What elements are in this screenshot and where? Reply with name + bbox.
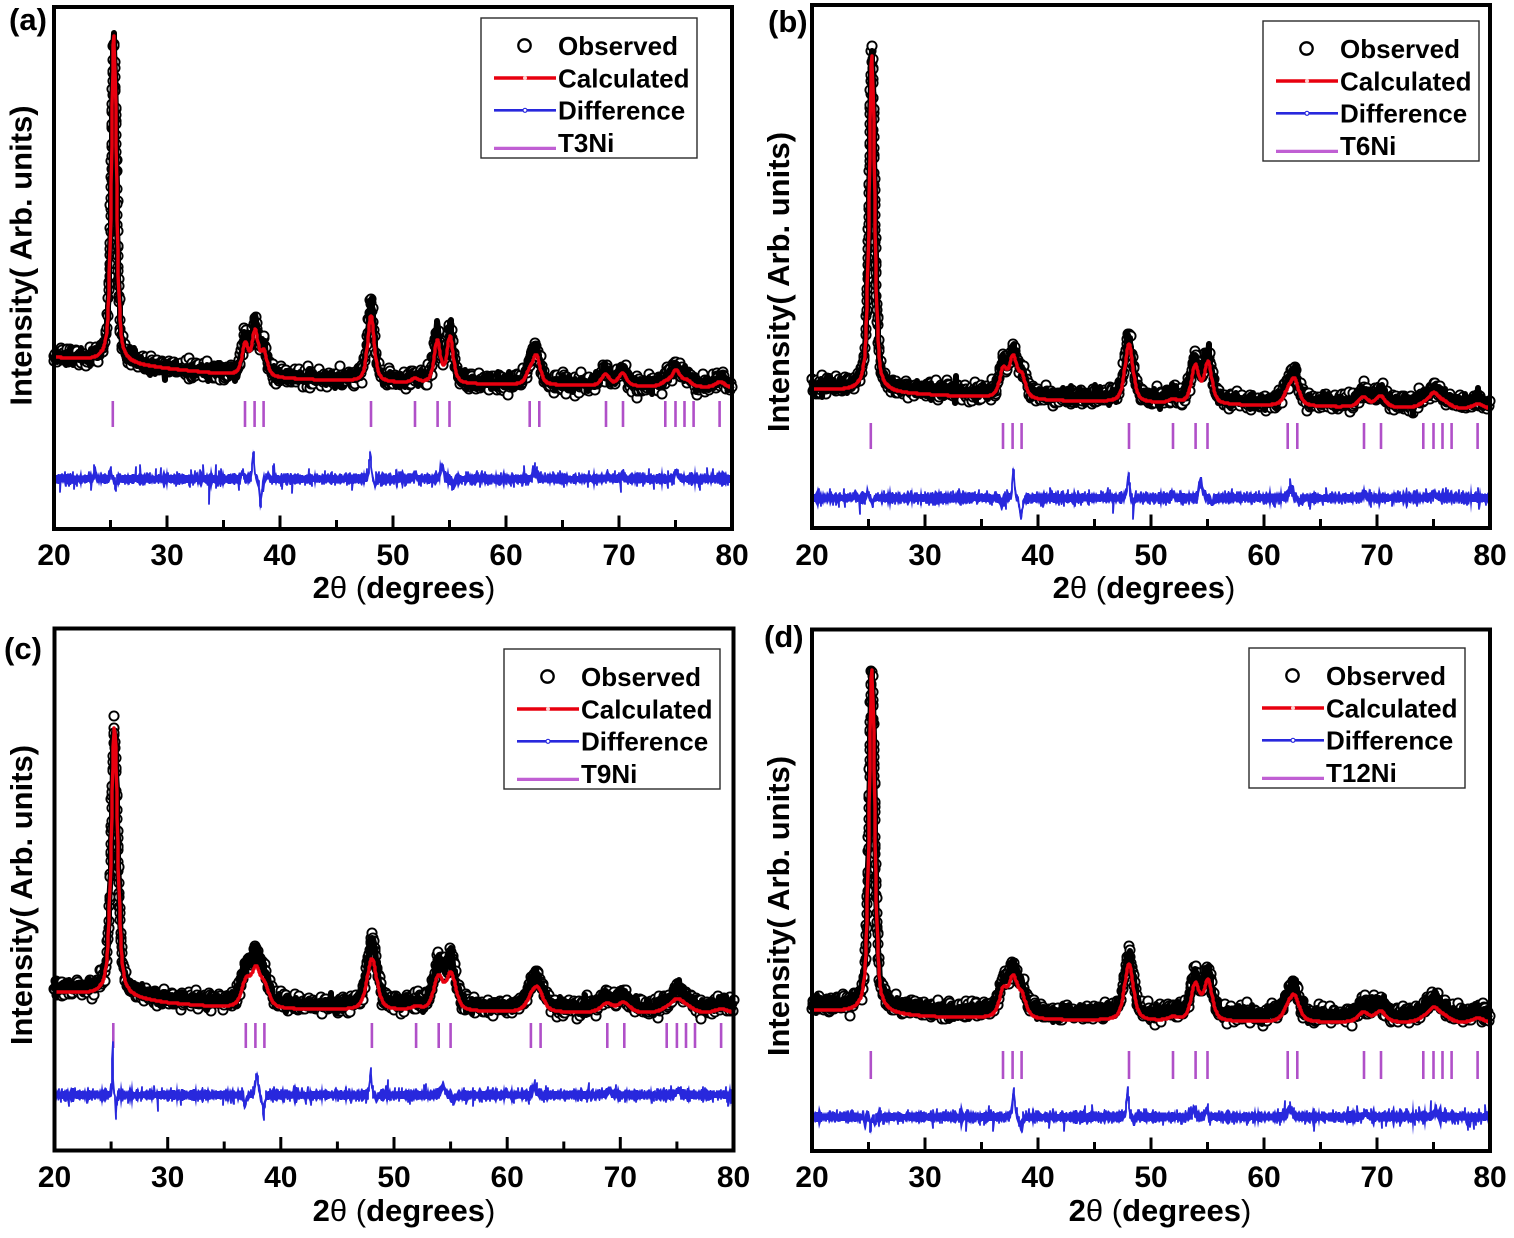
- svg-text:(b): (b): [768, 4, 808, 39]
- svg-text:2θ (degrees): 2θ (degrees): [313, 1193, 496, 1228]
- svg-text:60: 60: [489, 539, 522, 572]
- svg-text:20: 20: [38, 1161, 71, 1194]
- svg-text:T6Ni: T6Ni: [1340, 131, 1396, 161]
- svg-text:80: 80: [1473, 539, 1506, 572]
- svg-text:Intensity( Arb. units): Intensity( Arb. units): [4, 745, 39, 1045]
- svg-text:30: 30: [151, 1161, 184, 1194]
- svg-text:80: 80: [717, 1161, 750, 1194]
- svg-text:Intensity( Arb. units): Intensity( Arb. units): [761, 132, 796, 432]
- svg-text:50: 50: [376, 539, 409, 572]
- svg-text:2θ (degrees): 2θ (degrees): [313, 570, 496, 605]
- svg-text:Difference: Difference: [1340, 99, 1467, 129]
- svg-text:30: 30: [908, 539, 941, 572]
- svg-text:40: 40: [263, 539, 296, 572]
- svg-text:Observed: Observed: [1340, 34, 1460, 64]
- svg-text:Calculated: Calculated: [558, 63, 690, 93]
- svg-text:2θ (degrees): 2θ (degrees): [1053, 570, 1236, 605]
- svg-text:60: 60: [1247, 539, 1280, 572]
- svg-text:Difference: Difference: [581, 727, 708, 757]
- svg-text:T3Ni: T3Ni: [558, 128, 614, 158]
- svg-text:Intensity( Arb. units): Intensity( Arb. units): [4, 105, 39, 405]
- svg-text:40: 40: [1021, 539, 1054, 572]
- svg-text:80: 80: [715, 539, 748, 572]
- svg-text:(c): (c): [4, 631, 42, 666]
- svg-text:30: 30: [150, 539, 183, 572]
- svg-text:20: 20: [37, 539, 70, 572]
- svg-text:Calculated: Calculated: [581, 694, 713, 724]
- svg-text:(a): (a): [9, 2, 47, 37]
- svg-text:Difference: Difference: [558, 96, 685, 126]
- svg-text:Observed: Observed: [581, 662, 701, 692]
- svg-text:40: 40: [264, 1161, 297, 1194]
- svg-text:70: 70: [604, 1161, 637, 1194]
- svg-text:50: 50: [377, 1161, 410, 1194]
- svg-text:20: 20: [795, 539, 828, 572]
- svg-text:70: 70: [1360, 539, 1393, 572]
- svg-text:Calculated: Calculated: [1340, 66, 1472, 96]
- svg-text:Observed: Observed: [558, 31, 678, 61]
- svg-text:70: 70: [602, 539, 635, 572]
- svg-text:50: 50: [1134, 539, 1167, 572]
- svg-text:60: 60: [491, 1161, 524, 1194]
- svg-text:T9Ni: T9Ni: [581, 759, 637, 789]
